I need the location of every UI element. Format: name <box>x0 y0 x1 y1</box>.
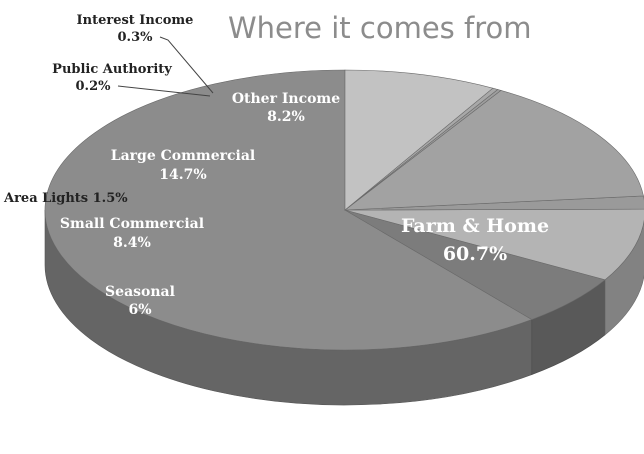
slice-value-large-commercial: 14.7% <box>159 167 206 183</box>
pie-slice-farm-home <box>44 69 533 351</box>
slice-label-public-authority: Public Authority <box>52 62 172 77</box>
slice-value-small-commercial: 8.4% <box>113 235 151 251</box>
leader-line-public-authority <box>117 85 211 97</box>
slice-label-farm-home: Farm & Home <box>401 215 549 237</box>
slice-label-other-income: Other Income <box>232 91 340 107</box>
slice-label-small-commercial: Small Commercial <box>60 216 204 232</box>
slice-label-interest-income: Interest Income <box>77 13 194 28</box>
slice-value-other-income: 8.2% <box>267 109 305 125</box>
chart-title: Where it comes from <box>228 11 531 45</box>
pie-slice-other-income <box>344 69 494 211</box>
slice-value-seasonal: 6% <box>128 302 151 318</box>
slice-value-public-authority: 0.2% <box>76 79 112 94</box>
slice-label-seasonal: Seasonal <box>105 284 175 300</box>
leader-line-interest-income <box>159 36 214 94</box>
pie-slices <box>44 69 644 406</box>
slice-value-farm-home: 60.7% <box>443 243 507 265</box>
slice-value-interest-income: 0.3% <box>118 30 154 45</box>
slice-label-large-commercial: Large Commercial <box>111 148 255 164</box>
pie-slice-large-commercial <box>344 90 644 211</box>
slice-label-area-lights: Area Lights 1.5% <box>3 191 128 206</box>
pie-slice-small-commercial <box>344 208 644 281</box>
